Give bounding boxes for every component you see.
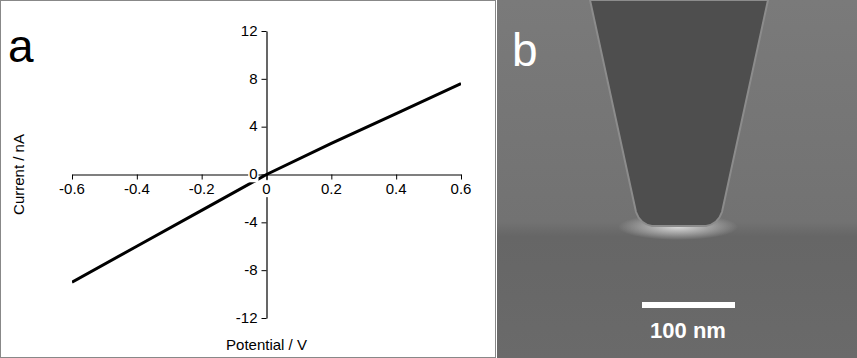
label-patch — [385, 180, 408, 197]
x-tick — [137, 175, 138, 180]
y-tick-mark — [262, 79, 267, 80]
probe — [590, 0, 768, 226]
label-patch — [188, 180, 216, 197]
label-patch — [235, 309, 259, 326]
label-patch — [243, 261, 258, 278]
label-patch — [123, 180, 151, 197]
label-patch — [248, 70, 258, 87]
scale-bar-label: 100 nm — [650, 318, 726, 343]
iv-curve — [72, 84, 461, 283]
y-tick — [262, 270, 267, 271]
x-tick — [202, 175, 203, 180]
label-patch — [243, 213, 258, 230]
x-tick-label: 0.2 — [321, 180, 342, 197]
y-tick-mark — [262, 318, 267, 319]
plot-area — [72, 84, 461, 283]
label-patch — [261, 180, 271, 197]
x-tick-label: 0.4 — [386, 180, 407, 197]
x-tick-mark — [396, 175, 397, 180]
label-patch — [248, 117, 258, 134]
y-tick-label: 8 — [249, 70, 257, 87]
y-tick-mark — [262, 31, 267, 32]
tick-labels: -12 -8 -4 0 4 8 12 -0.6 -0.4 -0.2 0 0.2 0.4 0.6 — [58, 22, 472, 326]
scale-bar — [642, 302, 735, 308]
x-tick-label: 0 — [262, 180, 270, 197]
label-patch — [58, 180, 86, 197]
panel-label: a — [8, 20, 34, 72]
x-tick — [461, 175, 462, 180]
label-patch — [320, 180, 343, 197]
x-tick — [72, 175, 73, 180]
label-patch — [450, 180, 473, 197]
y-tick-mark — [262, 127, 267, 128]
sem-background — [497, 0, 857, 358]
y-tick — [262, 318, 267, 319]
y-tick-mark — [262, 222, 267, 223]
y-tick-mark — [262, 270, 267, 271]
x-axis-title: Potential / V — [226, 336, 307, 353]
y-tick — [262, 127, 267, 128]
y-tick-label: -4 — [244, 213, 257, 230]
y-axis-title: Current / nA — [10, 134, 27, 215]
x-tick-label: -0.4 — [124, 180, 150, 197]
panel-label: b — [512, 24, 538, 76]
x-tick-mark — [72, 175, 73, 180]
y-tick-label: -12 — [236, 309, 258, 326]
y-tick-label: -8 — [244, 261, 257, 278]
x-tick-mark — [331, 175, 332, 180]
y-tick-label: 0 — [249, 165, 257, 182]
label-patch — [248, 165, 258, 182]
x-tick-mark — [461, 175, 462, 180]
y-tick — [262, 79, 267, 80]
x-tick — [331, 175, 332, 180]
x-tick-label: -0.6 — [59, 180, 85, 197]
x-tick-mark — [137, 175, 138, 180]
x-tick-mark — [202, 175, 203, 180]
x-tick-label: 0.6 — [451, 180, 472, 197]
y-tick-label: 12 — [241, 22, 258, 39]
figure: -12 -8 -4 0 4 8 12 -0.6 -0.4 -0.2 0 0.2 0.4 0.6 Potent… — [0, 0, 857, 358]
label-patch — [240, 22, 259, 39]
panel-a-frame — [1, 1, 496, 358]
y-tick — [262, 31, 267, 32]
x-tick-label: -0.2 — [189, 180, 215, 197]
y-tick-label: 4 — [249, 117, 257, 134]
y-tick — [262, 222, 267, 223]
x-tick — [396, 175, 397, 180]
